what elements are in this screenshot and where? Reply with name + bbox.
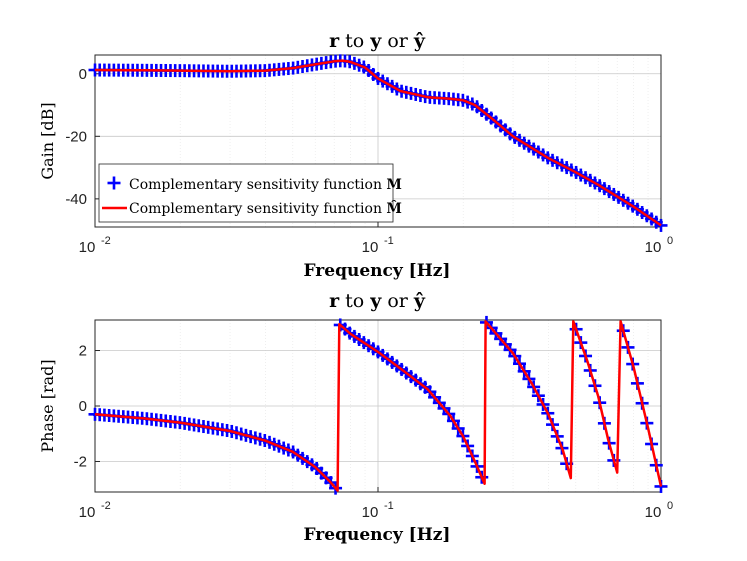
x-tick-label: 10	[79, 239, 96, 256]
x-tick-exponent: 0	[667, 235, 673, 247]
data-point-marker	[654, 218, 668, 232]
legend-label-model: Complementary sensitivity function M̂	[129, 199, 402, 217]
x-tick-label: 10	[645, 239, 662, 256]
legend-plus-glyph	[107, 176, 121, 190]
legend-box	[98, 163, 394, 223]
gain-y-ticks: 0 -20 -40	[65, 66, 100, 208]
x-tick-label: 10	[362, 239, 379, 256]
y-tick-label: -40	[65, 191, 87, 208]
x-tick-exponent: -1	[384, 500, 394, 512]
phase-y-label: Phase [rad]	[38, 359, 57, 452]
legend-label-measured: Complementary sensitivity function M	[129, 177, 402, 193]
x-tick-exponent: -2	[101, 500, 111, 512]
legend-plus-marker	[107, 176, 121, 190]
gain-title: r to y or ŷ	[329, 30, 426, 52]
legend: Complementary sensitivity function M Com…	[98, 163, 402, 223]
y-tick-label: -2	[74, 453, 87, 470]
y-tick-label: 2	[79, 343, 87, 360]
gain-line-series	[94, 59, 662, 227]
gain-x-ticks: 10 -2 10 -1 10 0	[79, 222, 673, 256]
phase-line-series	[94, 320, 663, 492]
y-tick-label: 0	[79, 398, 87, 415]
phase-y-ticks: 2 0 -2	[74, 343, 100, 470]
phase-plot: r to y or ŷ 2 0 -2 10 -2 10 -1 10 0 Phase [rad]…	[38, 290, 673, 545]
x-tick-label: 10	[362, 504, 379, 521]
x-tick-exponent: -2	[101, 235, 111, 247]
phase-x-label: Frequency [Hz]	[304, 525, 451, 545]
gain-x-label: Frequency [Hz]	[304, 261, 451, 281]
gain-plot: r to y or ŷ 0 -20 -40 10 -2 10 -1 10 0 Gain [dB…	[38, 30, 673, 281]
legend-entry-model: Complementary sensitivity function M̂	[102, 199, 402, 217]
x-tick-label: 10	[79, 504, 96, 521]
y-tick-label: -20	[65, 128, 87, 145]
phase-title: r to y or ŷ	[329, 290, 426, 312]
gain-y-label: Gain [dB]	[38, 102, 57, 179]
x-tick-label: 10	[645, 504, 662, 521]
phase-x-ticks: 10 -2 10 -1 10 0	[79, 487, 673, 521]
legend-entry-measured: Complementary sensitivity function M	[107, 176, 402, 193]
y-tick-label: 0	[79, 66, 87, 83]
x-tick-exponent: -1	[384, 235, 394, 247]
x-tick-exponent: 0	[667, 500, 673, 512]
